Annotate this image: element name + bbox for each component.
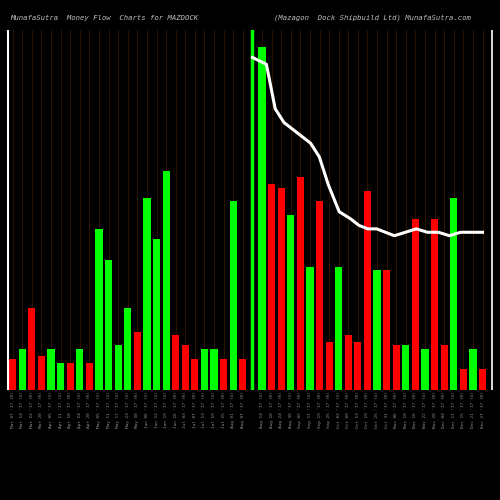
Bar [383,270,390,390]
Bar [201,349,208,390]
Bar [9,359,16,390]
Bar [96,229,102,390]
Bar [162,170,170,390]
Bar [374,270,380,390]
Bar [470,349,476,390]
Bar [278,188,285,390]
Bar [412,218,419,390]
Bar [344,335,352,390]
Bar [144,198,150,390]
Bar [124,308,132,390]
Bar [258,47,266,390]
Bar [335,266,342,390]
Bar [402,346,409,390]
Bar [239,359,246,390]
Bar [268,184,275,390]
Bar [57,362,64,390]
Bar [114,346,121,390]
Bar [287,215,294,390]
Bar [38,356,45,390]
Bar [392,346,400,390]
Bar [105,260,112,390]
Bar [326,342,332,390]
Bar [422,349,428,390]
Bar [450,198,458,390]
Text: MunafaSutra  Money Flow  Charts for MAZDOCK: MunafaSutra Money Flow Charts for MAZDOC… [10,15,198,21]
Bar [460,370,467,390]
Bar [316,202,323,390]
Bar [192,359,198,390]
Bar [66,362,74,390]
Bar [296,178,304,390]
Bar [364,191,371,390]
Bar [18,349,26,390]
Bar [28,308,35,390]
Text: (Mazagon  Dock Shipbuild Ltd) MunafaSutra.com: (Mazagon Dock Shipbuild Ltd) MunafaSutra… [274,14,471,21]
Bar [76,349,84,390]
Bar [172,335,180,390]
Bar [479,370,486,390]
Bar [134,332,141,390]
Bar [153,239,160,390]
Bar [220,359,227,390]
Bar [210,349,218,390]
Bar [440,346,448,390]
Bar [86,362,93,390]
Bar [230,202,237,390]
Bar [48,349,54,390]
Bar [354,342,362,390]
Bar [182,346,189,390]
Bar [306,266,314,390]
Bar [431,218,438,390]
